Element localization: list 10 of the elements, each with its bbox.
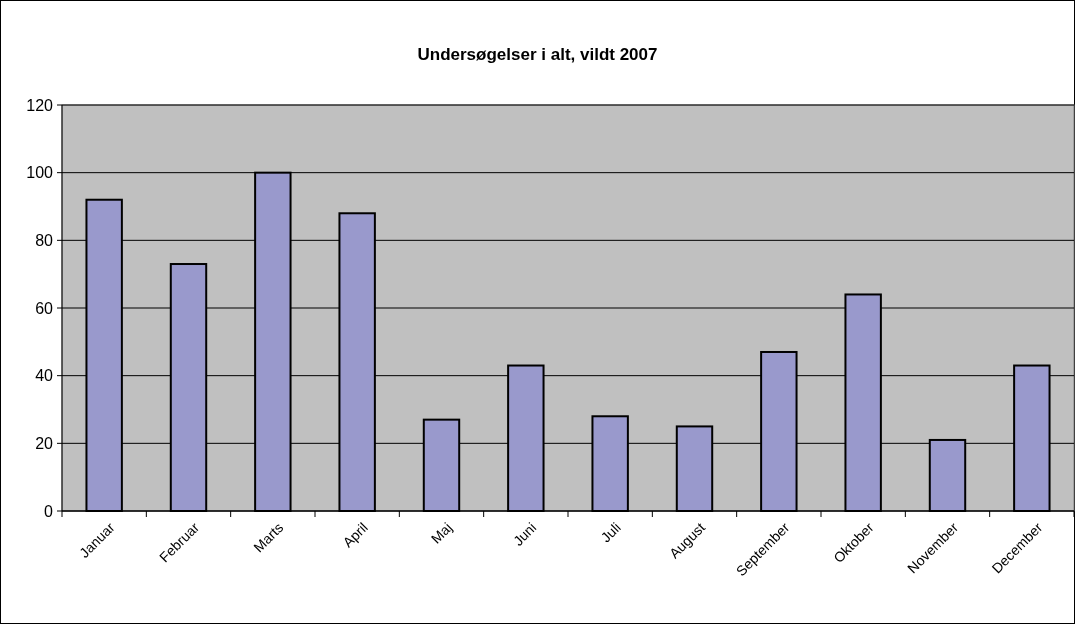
y-tick-label: 0 bbox=[44, 502, 54, 520]
y-tick-label: 80 bbox=[35, 231, 54, 249]
y-tick-label: 60 bbox=[35, 299, 54, 317]
x-tick-label: Maj bbox=[427, 519, 456, 547]
chart-title: Undersøgelser i alt, vildt 2007 bbox=[417, 45, 658, 64]
y-tick-label: 120 bbox=[26, 96, 54, 114]
y-tick-label: 20 bbox=[35, 434, 54, 452]
y-tick-label: 40 bbox=[35, 367, 54, 385]
y-tick-label: 100 bbox=[26, 164, 54, 182]
x-tick-label: Juli bbox=[597, 519, 624, 546]
